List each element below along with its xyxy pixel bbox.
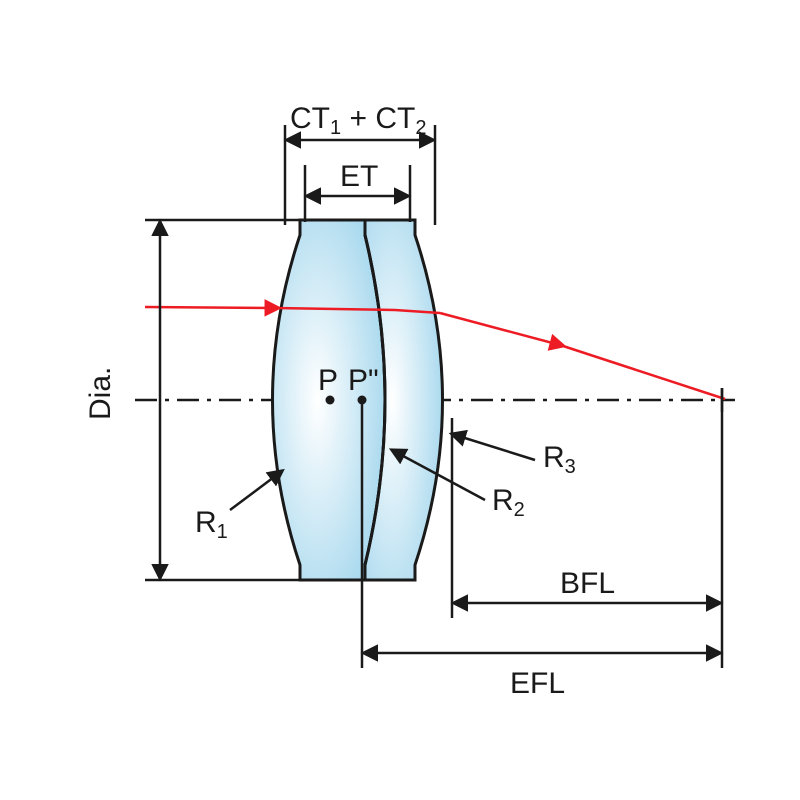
label-r3: R bbox=[543, 441, 565, 474]
svg-text:R3: R3 bbox=[543, 441, 576, 478]
svg-text:CT1 + CT2: CT1 + CT2 bbox=[290, 102, 426, 139]
dimension-efl: EFL bbox=[364, 653, 720, 700]
label-r1-sub: 1 bbox=[217, 521, 228, 543]
label-ct: CT bbox=[290, 102, 330, 135]
label-bfl: BFL bbox=[560, 567, 615, 600]
leader-r3: R3 bbox=[452, 434, 576, 478]
dimension-et: ET bbox=[305, 160, 410, 222]
achromatic-doublet-diagram: P P" Dia. CT1 + CT2 ET R1 R2 bbox=[0, 0, 800, 800]
label-r3-sub: 3 bbox=[565, 456, 576, 478]
label-et: ET bbox=[340, 160, 378, 193]
svg-text:R1: R1 bbox=[195, 506, 228, 543]
svg-text:R2: R2 bbox=[492, 484, 525, 521]
label-diameter: Dia. bbox=[84, 367, 117, 420]
label-ct-sub1: 1 bbox=[330, 117, 341, 139]
label-ct2: CT bbox=[375, 102, 415, 135]
label-ct-sub2: 2 bbox=[415, 117, 426, 139]
leader-r1: R1 bbox=[195, 471, 282, 543]
label-efl: EFL bbox=[510, 667, 565, 700]
label-r2: R bbox=[492, 484, 514, 517]
label-p: P bbox=[318, 364, 338, 397]
label-p2: P" bbox=[348, 364, 379, 397]
dimension-bfl: BFL bbox=[452, 388, 722, 668]
label-r1: R bbox=[195, 506, 217, 539]
label-ct-plus: + bbox=[341, 102, 375, 135]
label-r2-sub: 2 bbox=[514, 499, 525, 521]
